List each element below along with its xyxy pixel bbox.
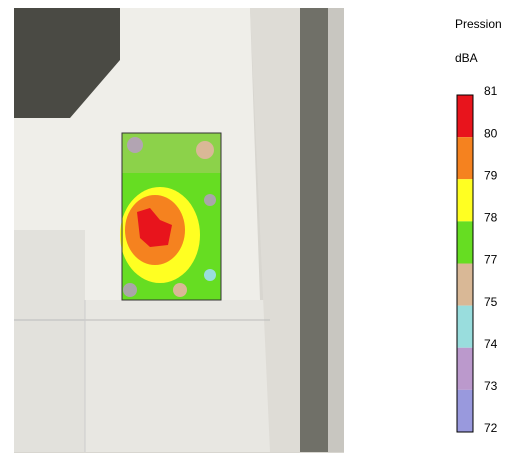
level-label: 81 [484,84,498,98]
color-band [457,264,473,306]
legend-title: Pression [455,17,502,31]
color-band [457,348,473,390]
level-label: 79 [484,168,498,182]
color-band [457,390,473,432]
color-band [457,306,473,348]
level-label: 78 [484,211,498,225]
level-label: 72 [484,421,498,435]
level-label: 77 [484,253,498,267]
page: Pression dBA 818079787775747372 (() => {… [0,0,513,453]
color-band [457,95,473,137]
sound-map [120,133,221,300]
screen: Pression dBA 81 80 79 78 77 75 74 73 72 [0,0,513,453]
color-band [457,221,473,263]
level-label: 75 [484,295,498,309]
level-label: 74 [484,337,498,351]
level-label: 80 [484,126,498,140]
color-band [457,137,473,179]
colorbar: 81 80 79 78 77 75 74 73 72 [457,84,498,435]
color-band [457,179,473,221]
legend-unit: dBA [455,51,478,65]
level-label: 73 [484,379,498,393]
